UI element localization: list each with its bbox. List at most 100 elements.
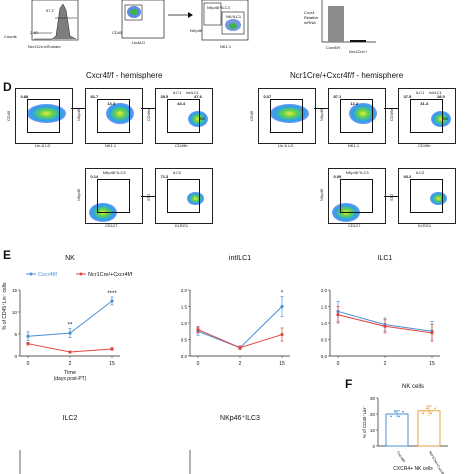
flow-left-r2-1-gate <box>167 178 200 214</box>
arrow-icon <box>168 12 193 18</box>
flow-left-r1-2-gate-label: ILC1 <box>172 90 182 96</box>
flow-left-r1-1-xlabel: NK1.1 <box>105 143 117 148</box>
bar-chart-ytick-label: 10 <box>370 428 376 433</box>
hist-ylabel: Counts <box>4 34 17 39</box>
flow-right-r1-2-gate-label: ILC1 <box>415 90 425 96</box>
top-s2-gate-ilc3: NKp46⁺ILC3 <box>207 5 230 10</box>
flow-left-r1-1-density <box>105 102 134 125</box>
flow-right-r1-0: 0.37 <box>258 88 316 144</box>
hemisphere-left-title: Cxcr4f/f - hemisphere <box>86 71 163 80</box>
flow-right-r1-0-density <box>270 103 310 123</box>
chart-0-xlabel-time: Time <box>64 370 76 376</box>
legend-wt-label: Cxcr4f/f <box>38 272 57 278</box>
chart-1-ytick-label: 0.0 <box>181 354 188 359</box>
hemisphere-right-title: Ncr1Cre/+Cxcr4f/f - hemisphere <box>290 71 404 80</box>
flow-left-r1-2-gate-value: 47.6 <box>194 94 202 100</box>
panel-f-letter: F <box>345 377 353 391</box>
legend-wt-marker <box>29 272 33 276</box>
flow-right-r1-2-density <box>431 110 451 127</box>
chart-2-ytick-label: 1.5 <box>321 305 328 310</box>
flow-left-r2-1: 71.3 ILC2 <box>155 168 213 224</box>
hist-xlabel: Ncr1Cre-tdTomato <box>28 44 61 49</box>
top-s1-ylabel: CD45 <box>112 30 123 35</box>
flow-right-r1-1: 87.1 12.2 <box>328 88 386 144</box>
flow-right-r1-2-gate-label: intILC1 <box>429 90 442 96</box>
chart-2-xtick-label: 15 <box>429 361 435 367</box>
bar-chart-ylabel: % of CD45⁺Lin⁻ <box>362 405 367 438</box>
chart-1-ytick-label: 1.0 <box>181 321 188 326</box>
chart-2-series-1-point <box>430 331 434 335</box>
flow-left-r1-2-density <box>188 110 208 127</box>
chart-1-series-1-line <box>197 329 283 349</box>
flow-left-r2-0-xlabel: CD127 <box>105 223 118 228</box>
chart-1-title: intILC1 <box>229 255 251 262</box>
hist-gate-high: 97.2 <box>46 8 54 13</box>
flow-right-r1-0-gate-value: 0.37 <box>263 94 272 100</box>
chart-1-xtick-label: 2 <box>239 361 242 367</box>
chart-0-ytick-label: 10 <box>12 310 18 315</box>
flow-right-r2-1: 93.2 ILC2 <box>398 168 456 224</box>
flow-left-r1-1-gate-value: 14.3 <box>107 100 116 106</box>
histogram-plot <box>31 0 79 41</box>
chart-0-xlabel-days: (days post-PT) <box>54 376 87 382</box>
flow-right-r2-1-gate <box>410 178 443 214</box>
chart-1-ytick-label: 1.5 <box>181 305 188 310</box>
flow-left-r1-1: 81.7 14.3 <box>85 88 143 144</box>
top-scatter-2 <box>201 0 249 41</box>
flow-right-arrow-2 <box>384 108 398 109</box>
chart-0-series-0-point <box>26 334 30 338</box>
chart-3-title: ILC2 <box>63 415 78 422</box>
top-bar-ylabel: Cxcr4 Relative mRNA <box>304 10 319 25</box>
flow-right-r1-1-gate-value: 12.2 <box>350 100 359 106</box>
flow-left-r1-1-gate <box>97 98 130 134</box>
chart-0-xtick-label: 15 <box>109 361 115 367</box>
chart-2-xtick-label: 2 <box>384 361 387 367</box>
legend-ko-marker <box>79 272 83 276</box>
legend-ko-label: Ncr1Cre/+Cxcr4f/f <box>88 272 133 278</box>
chart-2-ytick-label: 0.5 <box>321 338 328 343</box>
chart-1-xtick-label: 15 <box>279 361 285 367</box>
flow-right-r1-1-gate-value: 87.1 <box>333 94 342 100</box>
chart-2-ytick-label: 0.0 <box>321 354 328 359</box>
flow-left-r2-1-xlabel: KLRG1 <box>175 223 189 228</box>
chart-0-series-1-point <box>110 347 114 351</box>
bar-1-dot <box>430 412 432 415</box>
flow-right-arrow-3 <box>384 196 398 197</box>
flow-right-r2-0-gate <box>340 178 373 214</box>
top-s2-ylabel: NKp46 <box>190 28 203 33</box>
chart-0-ytick-label: 5 <box>14 332 17 337</box>
flow-right-r1-1-xlabel: NK1.1 <box>348 143 360 148</box>
chart-2-series-1-point <box>336 313 340 317</box>
flow-right-r1-2-gate <box>410 98 443 134</box>
chart-0-series-0-point <box>110 299 114 303</box>
chart-2-xtick-label: 0 <box>337 361 340 367</box>
flow-left-r1-2-gate-label: NK <box>199 116 206 121</box>
flow-right-r2-1-gate-value: 93.2 <box>403 174 412 180</box>
flow-left-arrow-1 <box>71 108 85 109</box>
chart-0-ytick-label: 0 <box>14 354 17 359</box>
chart-2-ytick-label: 2.0 <box>321 288 328 293</box>
chart-0-annotation: **** <box>107 291 117 297</box>
flow-right-arrow-1 <box>314 108 328 109</box>
bar-chart-ytick-label: 30 <box>370 396 376 401</box>
chart-1-ytick-label: 0.5 <box>181 338 188 343</box>
bar-0 <box>385 413 409 447</box>
flow-left-r1-0-gate-value: 0.88 <box>20 94 29 100</box>
flow-left-r1-2: 35.5 44.4 47.6 ILC1 intILC1 NK <box>155 88 213 144</box>
chart-1-series-1-point <box>238 346 242 350</box>
flow-left-r1-2-gate-value: 35.5 <box>160 94 169 100</box>
flow-left-r1-0-gate <box>27 98 60 134</box>
top-bar-chart <box>321 0 376 43</box>
chart-0-ytick-label: 15 <box>12 288 18 293</box>
flow-left-arrow-3 <box>141 196 155 197</box>
bar-chart-xlabel: CXCR4+ NK cells <box>393 466 433 472</box>
flow-right-r1-1-gate <box>340 98 373 134</box>
flow-left-r2-0-gate-value: 0.14 <box>90 174 99 180</box>
chart-1-series-1-point <box>196 328 200 332</box>
flow-left-r2-0-gate <box>97 178 130 214</box>
top-bar-cat-2: Ncr1Cre/+ <box>349 49 368 54</box>
flow-right-r1-2-gate-value: 28.0 <box>437 94 445 100</box>
flow-right-r1-0-gate <box>270 98 303 134</box>
chart-0-series-1-point <box>68 350 72 354</box>
